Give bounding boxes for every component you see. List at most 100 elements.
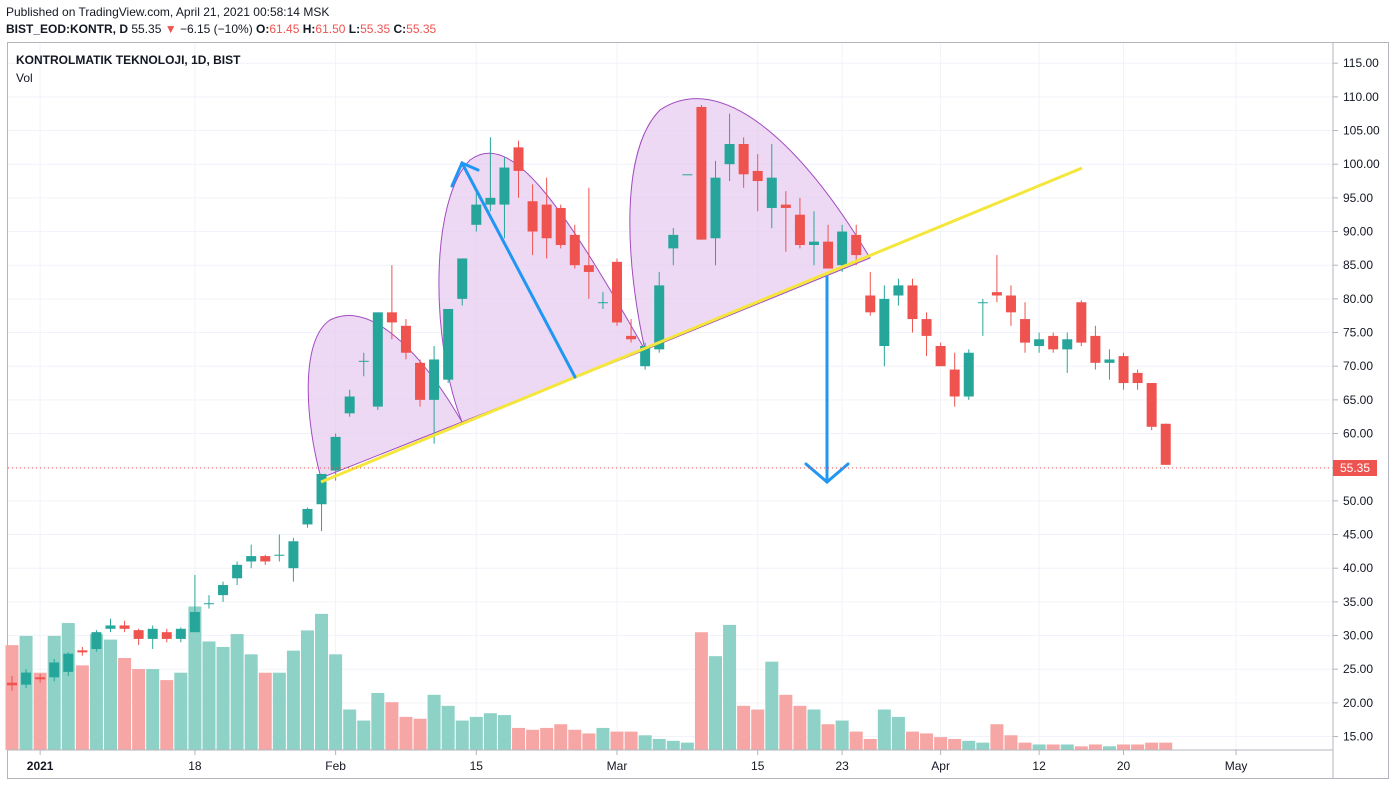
candle-body <box>344 396 355 414</box>
candle-body <box>429 359 440 400</box>
volume-bar <box>1159 742 1173 750</box>
candle-body <box>907 285 918 320</box>
candle-body <box>133 630 144 639</box>
candle-body <box>724 144 735 165</box>
volume-bar <box>216 646 230 750</box>
x-tick-label: Feb <box>325 759 346 773</box>
candle <box>415 359 426 407</box>
candle-body <box>1118 356 1129 384</box>
candle-body <box>443 308 454 380</box>
volume-bar <box>554 724 568 750</box>
candle-body <box>203 603 214 605</box>
candle-body <box>499 167 510 205</box>
volume-bar <box>821 724 835 750</box>
candle-body <box>386 312 397 323</box>
candles <box>7 104 1171 691</box>
right-shoulder-shape[interactable] <box>629 98 871 351</box>
volume-bar <box>1060 744 1074 750</box>
candle <box>1090 325 1101 370</box>
volume-bars <box>5 606 1173 750</box>
volume-bar <box>47 635 61 750</box>
volume-bar <box>849 731 863 750</box>
x-tick-label: Apr <box>931 759 950 773</box>
candle-body <box>808 241 819 245</box>
target-arrow-tip-icon <box>804 462 850 484</box>
volume-bar <box>652 738 666 750</box>
volume-bar <box>962 740 976 750</box>
high-label: H: <box>302 22 316 36</box>
candle-body <box>597 302 608 304</box>
y-tick-label: 110.00 <box>1343 90 1379 104</box>
candle-body <box>780 204 791 208</box>
price-axis[interactable]: 15.00 20.00 25.00 30.00 35.00 40.00 45.00 50.00… <box>1332 43 1380 778</box>
open-label: O: <box>256 22 270 36</box>
neckline-trendline[interactable] <box>320 166 1083 484</box>
candle-body <box>161 632 172 639</box>
head-arrow-line[interactable] <box>460 161 577 379</box>
y-tick-label: 25.00 <box>1343 662 1373 676</box>
candle-body <box>1146 383 1157 427</box>
volume-bar <box>483 713 497 750</box>
y-tick-label: 85.00 <box>1343 258 1373 272</box>
y-tick-label: 115.00 <box>1343 56 1379 70</box>
candle <box>949 352 960 407</box>
head-shape[interactable] <box>438 152 646 423</box>
candle-body <box>640 346 651 367</box>
candle <box>1048 332 1059 353</box>
candle <box>443 308 454 384</box>
candle <box>893 278 904 306</box>
x-tick-label: May <box>1225 759 1248 773</box>
x-tick-label: 2021 <box>27 759 54 773</box>
volume-bar <box>132 669 146 750</box>
volume-bar <box>427 694 441 750</box>
volume-bar <box>1018 742 1032 750</box>
candle <box>218 581 229 602</box>
candle-body <box>1076 302 1087 343</box>
candle <box>626 319 637 343</box>
candle <box>260 554 271 565</box>
volume-bar <box>1088 744 1102 750</box>
candle-body <box>668 234 679 249</box>
candle <box>105 618 116 633</box>
candle-body <box>400 325 411 353</box>
volume-bar <box>737 705 751 750</box>
volume-bar <box>258 672 272 750</box>
candle <box>527 184 538 256</box>
volume-bar <box>146 669 160 750</box>
ohlc-line: BIST_EOD:KONTR, D 55.35 ▼ −6.15 (−10%) O… <box>6 22 436 36</box>
candle-body <box>246 556 257 562</box>
y-tick-label: 45.00 <box>1343 528 1373 542</box>
candle-body <box>7 682 17 686</box>
chart-legend: KONTROLMATIK TEKNOLOJI, 1D, BIST Vol <box>16 53 240 85</box>
candle-body <box>288 541 299 569</box>
volume-label: Vol <box>16 71 33 85</box>
candle-body <box>1034 339 1045 346</box>
candle <box>316 473 327 532</box>
candle <box>724 113 735 182</box>
y-tick-label: 60.00 <box>1343 427 1373 441</box>
volume-bar <box>1145 742 1159 750</box>
candle-body <box>752 170 763 182</box>
candle <box>147 625 158 649</box>
candle <box>907 278 918 333</box>
volume-bar <box>610 731 624 750</box>
y-tick-label: 15.00 <box>1343 730 1373 744</box>
x-tick-label: 15 <box>751 759 765 773</box>
low-label: L: <box>348 22 361 36</box>
candle <box>232 561 243 586</box>
volume-bar <box>877 709 891 750</box>
candle <box>752 154 763 212</box>
chart-frame[interactable] <box>7 42 1389 779</box>
candle-body <box>485 197 496 205</box>
candle <box>837 224 848 272</box>
time-axis[interactable]: 2021 18 Feb 15 Mar 15 23 Apr 12 20 May <box>8 749 1333 773</box>
candle-body <box>302 508 313 525</box>
pattern-lines[interactable] <box>320 161 1083 484</box>
last-price: 55.35 <box>131 22 162 36</box>
published-line: Published on TradingView.com, April 21, … <box>6 5 330 19</box>
candle-body <box>1020 319 1031 343</box>
pattern-shapes[interactable] <box>307 98 871 479</box>
y-tick-label: 75.00 <box>1343 326 1373 340</box>
candle <box>696 104 707 240</box>
